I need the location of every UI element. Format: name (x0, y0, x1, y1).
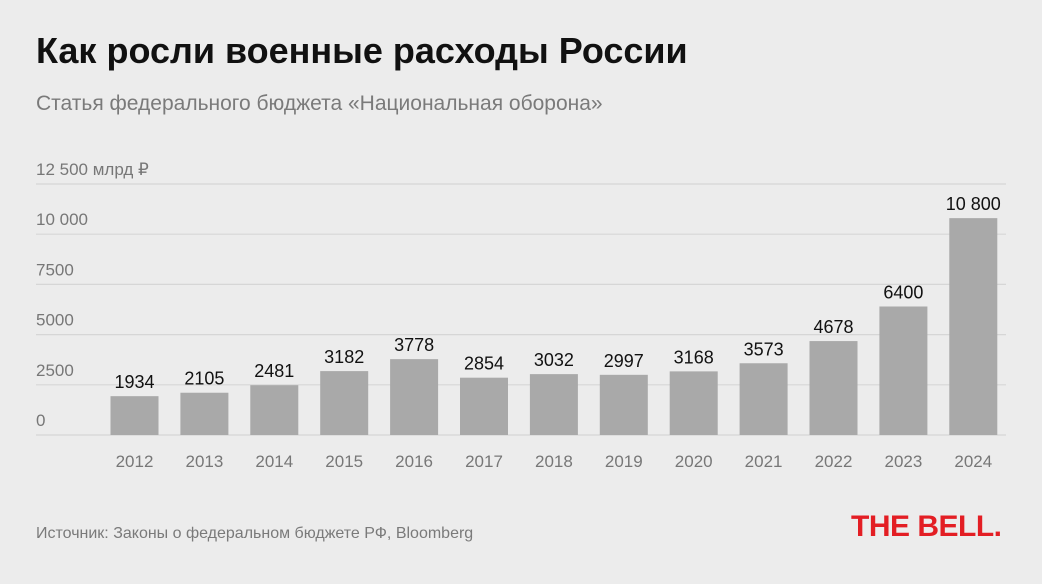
y-tick-label: 12 500 млрд ₽ (36, 160, 149, 179)
data-label: 1934 (114, 372, 154, 392)
chart-title: Как росли военные расходы России (36, 30, 688, 71)
x-tick-label: 2012 (116, 452, 154, 471)
data-label: 6400 (883, 282, 923, 302)
bars (110, 218, 998, 435)
bar-2020 (669, 371, 718, 435)
x-tick-label: 2018 (535, 452, 573, 471)
x-tick-label: 2023 (884, 452, 922, 471)
x-tick-label: 2021 (745, 452, 783, 471)
y-tick-label: 5000 (36, 311, 74, 330)
data-label: 2105 (184, 369, 224, 389)
bar-2014 (250, 385, 299, 435)
bar-chart: 0 2500 5000 7500 10 000 12 500 млрд ₽ 1934 210… (36, 160, 1006, 471)
bar-2024 (949, 218, 998, 435)
bar-2017 (460, 377, 508, 435)
data-label: 3032 (534, 350, 574, 370)
data-label: 2997 (604, 351, 644, 371)
x-axis-ticks: 2012 2013 2014 2015 2016 2017 2018 2019 2020 2021… (116, 452, 993, 471)
data-label: 2854 (464, 354, 504, 374)
bar-2023 (879, 306, 928, 435)
bar-2012 (110, 396, 159, 435)
x-tick-label: 2017 (465, 452, 503, 471)
x-tick-label: 2022 (815, 452, 853, 471)
chart-subtitle: Статья федерального бюджета «Национальна… (36, 92, 603, 115)
data-label: 3182 (324, 347, 364, 367)
bar-2019 (599, 374, 648, 435)
bar-2016 (390, 359, 439, 435)
y-tick-label: 7500 (36, 260, 74, 279)
x-tick-label: 2015 (325, 452, 363, 471)
bar-2022 (809, 341, 858, 435)
data-label: 2481 (254, 361, 294, 381)
x-tick-label: 2024 (954, 452, 992, 471)
data-label: 3573 (744, 339, 784, 359)
x-tick-label: 2013 (185, 452, 223, 471)
data-label: 10 800 (946, 194, 1001, 214)
y-tick-label: 2500 (36, 361, 74, 380)
bar-2021 (739, 363, 788, 435)
y-tick-label: 10 000 (36, 210, 88, 229)
data-label: 4678 (813, 317, 853, 337)
y-tick-label: 0 (36, 411, 45, 430)
brand-logo: THE BELL. (851, 510, 1002, 543)
x-tick-label: 2019 (605, 452, 643, 471)
data-label: 3778 (394, 335, 434, 355)
source-note: Источник: Законы о федеральном бюджете Р… (36, 525, 474, 542)
x-tick-label: 2020 (675, 452, 713, 471)
bar-2018 (529, 374, 578, 435)
data-labels: 1934 2105 2481 3182 3778 2854 3032 2997 3168 3573… (114, 194, 1000, 392)
bar-2013 (180, 392, 229, 435)
data-label: 3168 (674, 347, 714, 367)
bar-2015 (320, 371, 369, 435)
x-tick-label: 2014 (255, 452, 293, 471)
x-tick-label: 2016 (395, 452, 433, 471)
y-axis-ticks: 0 2500 5000 7500 10 000 12 500 млрд ₽ (36, 160, 149, 430)
